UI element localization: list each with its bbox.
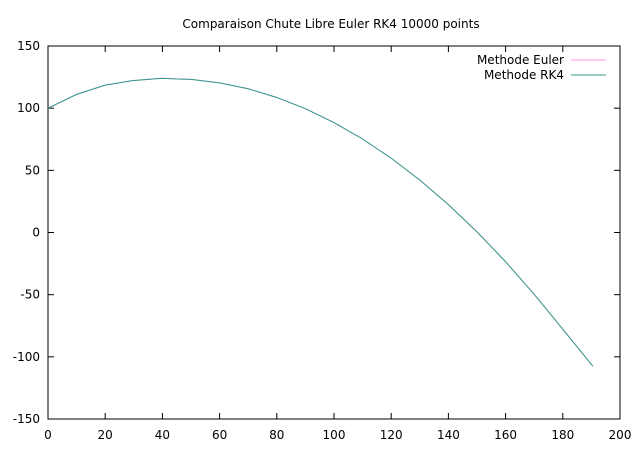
y-tick-label: 0	[32, 226, 40, 240]
axis-ticks: 0 20 40 60 80 100 120 140 160 180 200 150 100 50 0 -50 -…	[13, 39, 632, 442]
x-tick-label: 20	[98, 428, 113, 442]
x-tick-label: 140	[437, 428, 460, 442]
x-tick-label: 40	[155, 428, 170, 442]
x-tick-label: 60	[212, 428, 227, 442]
chart-title: Comparaison Chute Libre Euler RK4 10000 …	[182, 17, 479, 31]
y-tick-label: 100	[17, 101, 40, 115]
x-tick-label: 0	[44, 428, 52, 442]
plot-frame	[47, 45, 621, 420]
x-tick-label: 180	[551, 428, 574, 442]
y-tick-label: -150	[13, 412, 40, 426]
series-line-euler	[47, 77, 594, 367]
y-tick-label: 150	[17, 39, 40, 53]
y-tick-label: -100	[13, 350, 40, 364]
series-group	[47, 77, 594, 367]
legend-label: Methode RK4	[484, 68, 564, 82]
y-tick-label: 50	[25, 163, 40, 177]
y-tick-label: -50	[20, 288, 40, 302]
x-tick-label: 80	[269, 428, 284, 442]
x-tick-label: 160	[494, 428, 517, 442]
series-line-rk4	[47, 77, 594, 367]
x-tick-label: 100	[323, 428, 346, 442]
x-tick-label: 120	[380, 428, 403, 442]
x-tick-label: 200	[609, 428, 632, 442]
legend-label: Methode Euler	[477, 53, 564, 67]
